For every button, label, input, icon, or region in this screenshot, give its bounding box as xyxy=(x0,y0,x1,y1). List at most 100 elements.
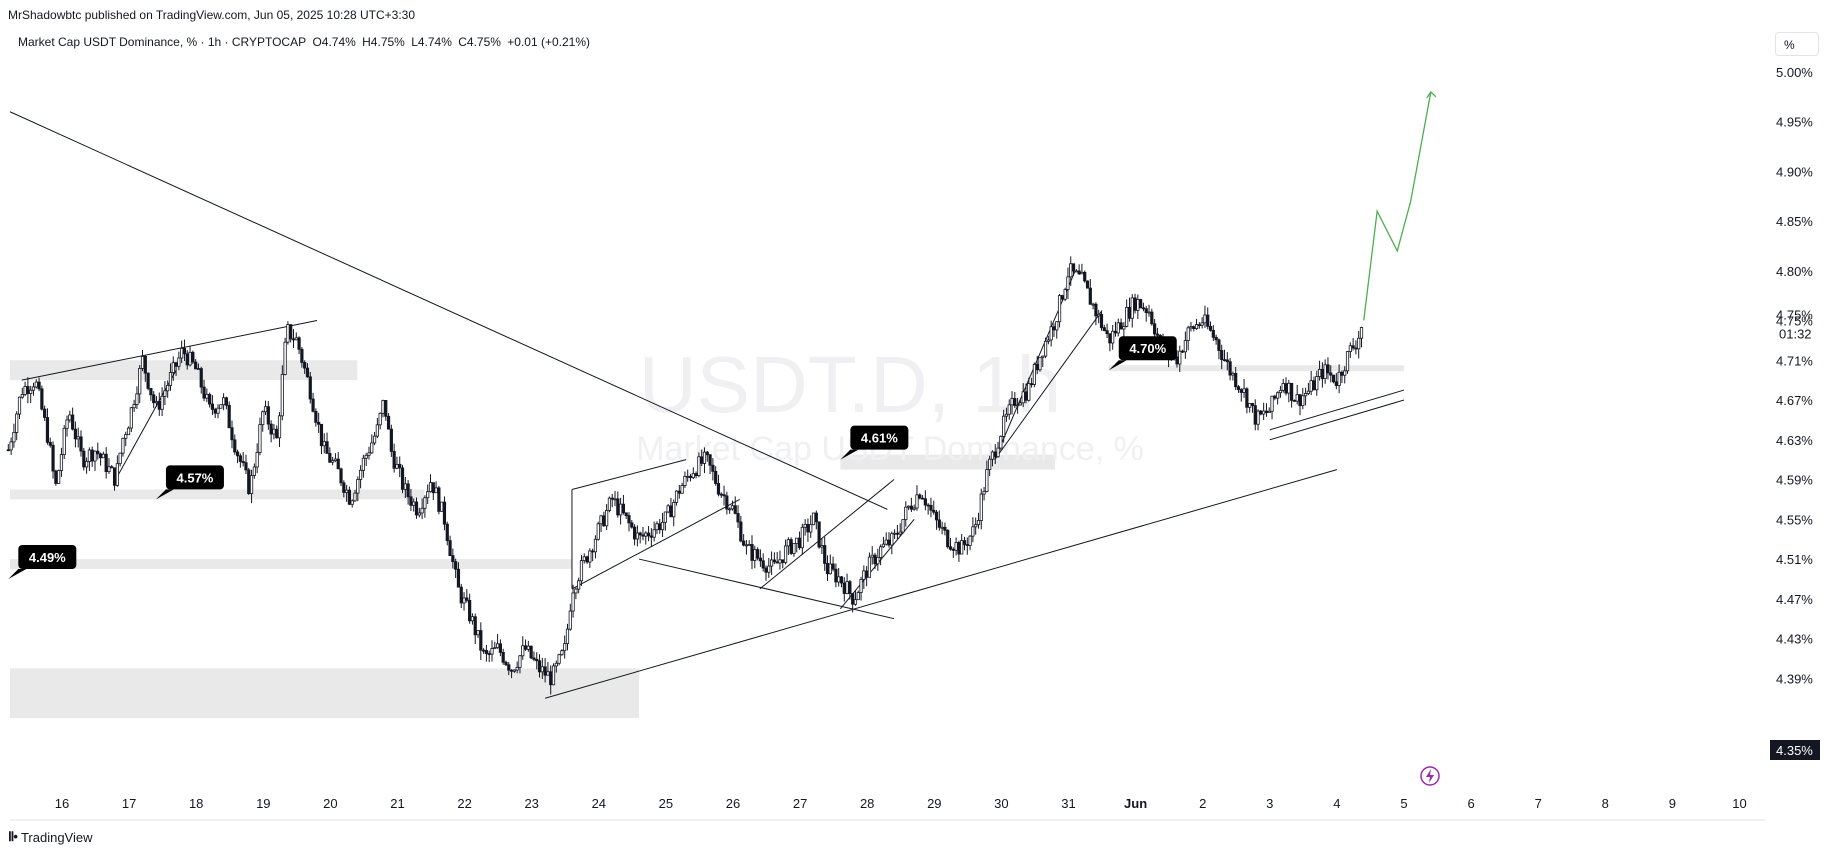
candle-body xyxy=(1301,395,1305,407)
candle-body xyxy=(1225,359,1229,363)
candle xyxy=(1043,337,1048,359)
candle-body xyxy=(1239,389,1243,393)
candle xyxy=(1256,409,1260,431)
candle xyxy=(1242,378,1246,398)
candle-body xyxy=(115,463,119,486)
candle-body xyxy=(976,520,981,526)
candle xyxy=(677,484,681,499)
event-icon[interactable] xyxy=(1420,766,1440,786)
projection-line[interactable] xyxy=(1363,91,1432,321)
candle xyxy=(800,523,804,555)
trendline[interactable] xyxy=(1269,389,1405,431)
price-callout[interactable]: 4.70% xyxy=(1108,336,1177,371)
candle xyxy=(319,423,324,455)
callout-pointer xyxy=(155,489,174,500)
candle xyxy=(932,500,936,515)
trendline[interactable] xyxy=(1269,399,1405,441)
zone-box xyxy=(1108,365,1404,372)
price-callout[interactable]: 4.61% xyxy=(840,425,909,460)
candle xyxy=(1329,365,1333,383)
trendline[interactable] xyxy=(759,479,895,590)
candle xyxy=(691,467,695,480)
candle-body xyxy=(783,545,788,563)
candle xyxy=(1301,387,1305,410)
tradingview-logo[interactable]: Ⅱ• TradingView xyxy=(8,829,93,845)
candle-body xyxy=(968,535,972,546)
candle-body xyxy=(1295,394,1299,402)
candle xyxy=(954,537,958,556)
candle-body xyxy=(1099,313,1104,329)
candle-body xyxy=(666,505,670,513)
percent-scale-button[interactable]: % xyxy=(1775,32,1819,56)
candle xyxy=(90,446,94,467)
candle-body xyxy=(1306,390,1310,394)
candle-body xyxy=(412,501,416,506)
candle-body xyxy=(610,497,614,500)
trendline[interactable] xyxy=(544,469,1338,699)
candle xyxy=(1094,302,1098,326)
candle xyxy=(1069,256,1073,286)
ohlc-high: H4.75% xyxy=(362,35,405,49)
symbol-name[interactable]: Market Cap USDT Dominance, % · 1h · CRYP… xyxy=(18,35,307,49)
candle-body xyxy=(1262,410,1266,415)
candle xyxy=(1273,394,1277,401)
candle xyxy=(202,379,206,402)
candle xyxy=(1130,294,1134,328)
candle-body xyxy=(431,482,435,494)
candle xyxy=(783,539,788,565)
candle-body xyxy=(328,453,332,463)
candle xyxy=(1284,377,1288,396)
candle xyxy=(1309,370,1313,396)
candle xyxy=(624,512,628,519)
tradingview-logo-icon: Ⅱ• xyxy=(8,829,18,844)
trendline[interactable] xyxy=(994,310,1103,460)
zone-box xyxy=(10,489,425,500)
candle-body xyxy=(646,532,651,537)
trendline[interactable] xyxy=(9,111,888,510)
candle xyxy=(834,563,838,588)
candle xyxy=(398,456,402,478)
candle-body xyxy=(714,470,718,484)
candle-body xyxy=(400,467,405,490)
candle-body xyxy=(1091,303,1095,306)
candle xyxy=(915,485,919,511)
candle xyxy=(867,552,872,578)
candle-body xyxy=(358,469,363,480)
time-tick-label: 21 xyxy=(390,796,404,811)
candle-body xyxy=(772,559,776,563)
candle-body xyxy=(1337,371,1341,386)
candle xyxy=(269,420,273,443)
callout-box xyxy=(165,465,224,490)
time-tick-label: 26 xyxy=(726,796,740,811)
price-callout[interactable]: 4.49% xyxy=(8,544,77,579)
candle-body xyxy=(733,505,737,514)
candle xyxy=(1088,279,1092,305)
candle xyxy=(23,381,27,397)
candle xyxy=(1032,362,1036,388)
trendline[interactable] xyxy=(571,459,687,490)
candle xyxy=(1262,402,1266,420)
candle xyxy=(881,536,886,548)
candle xyxy=(795,537,799,553)
candle-body xyxy=(1077,270,1081,275)
candle xyxy=(107,458,111,474)
candle-body xyxy=(1127,307,1132,319)
candle-body xyxy=(1309,380,1313,392)
candle-body xyxy=(722,494,726,497)
candle-body xyxy=(1111,330,1115,344)
candle xyxy=(996,441,1000,458)
candle xyxy=(733,496,737,515)
candle-body xyxy=(691,473,695,479)
candle-body xyxy=(62,427,66,456)
price-callout[interactable]: 4.57% xyxy=(155,465,224,500)
candle xyxy=(1306,382,1310,396)
price-tick-label: 4.51% xyxy=(1776,552,1813,567)
trendline[interactable] xyxy=(115,369,177,480)
candle-body xyxy=(146,372,150,389)
trendline[interactable] xyxy=(638,558,895,620)
trendline[interactable] xyxy=(571,498,740,590)
trendline[interactable] xyxy=(21,320,318,381)
candle-body xyxy=(205,393,209,399)
candle-body xyxy=(1186,327,1190,341)
